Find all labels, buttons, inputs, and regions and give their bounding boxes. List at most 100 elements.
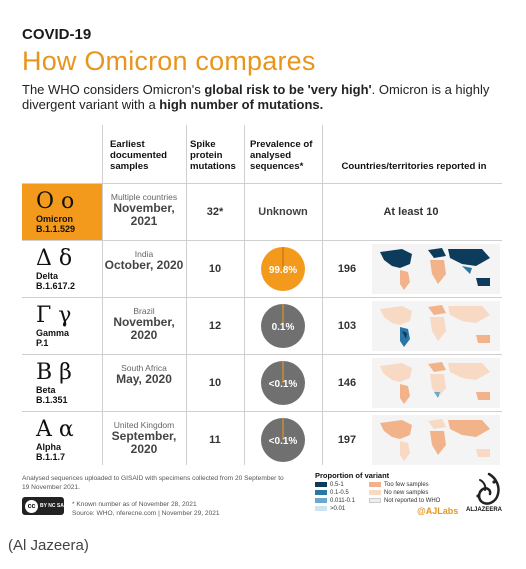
legend-swatch bbox=[369, 498, 381, 503]
legend-label: No new samples bbox=[384, 490, 429, 497]
aljazeera-wordmark: ALJAZEERA bbox=[466, 507, 503, 513]
sample-date: October, 2020 bbox=[104, 258, 184, 272]
variant-name: Gamma bbox=[36, 328, 70, 338]
intro-part2: . Omicron is a highly divergent variant … bbox=[22, 82, 490, 112]
prevalence-cell: 99.8% bbox=[244, 241, 322, 297]
prevalence-label: 99.8% bbox=[269, 265, 297, 276]
countries-count: At least 10 bbox=[383, 206, 439, 218]
page-title: How Omicron compares bbox=[22, 46, 316, 76]
intro-text: The WHO considers Omicron's global risk … bbox=[22, 82, 502, 112]
prevalence-pie: 0.1% bbox=[261, 304, 305, 348]
divider bbox=[22, 183, 502, 184]
legend-swatch bbox=[315, 506, 327, 511]
prevalence-cell: 0.1% bbox=[244, 298, 322, 354]
kicker: COVID-19 bbox=[22, 26, 92, 43]
spike-mutations: 32* bbox=[206, 206, 224, 218]
divider bbox=[22, 354, 502, 355]
legend-item: Too few samples bbox=[369, 482, 429, 490]
divider bbox=[322, 125, 323, 465]
world-map-delta bbox=[372, 244, 500, 294]
divider bbox=[186, 125, 187, 465]
legend-item: 0.011-0.1 bbox=[315, 498, 355, 506]
legend-label: Too few samples bbox=[384, 482, 429, 489]
table-row-beta: Β β Beta B.1.351 South Africa May, 2020 … bbox=[22, 355, 502, 411]
spike-mutations: 10 bbox=[208, 377, 222, 389]
legend-label: 0.011-0.1 bbox=[330, 498, 355, 505]
sample-date: November, 2021 bbox=[113, 201, 175, 228]
col-header-spike: Spike protein mutations bbox=[190, 139, 236, 172]
variant-code: B.1.1.7 bbox=[36, 452, 66, 462]
intro-bold1: global risk to be 'very high' bbox=[204, 82, 372, 97]
legend-swatch bbox=[369, 490, 381, 495]
cc-license-icon: BY NC SA bbox=[40, 503, 64, 509]
ajlabs-handle: @AJLabs bbox=[417, 506, 459, 516]
intro-bold2: high number of mutations. bbox=[159, 97, 324, 112]
origin-country: South Africa bbox=[121, 363, 167, 373]
prevalence-pie: <0.1% bbox=[261, 361, 305, 405]
origin-country: Multiple countries bbox=[110, 192, 178, 202]
divider bbox=[22, 297, 502, 298]
origin-country: United Kingdom bbox=[113, 420, 175, 430]
prevalence-cell: <0.1% bbox=[244, 412, 322, 468]
earliest-sample-cell: Brazil November, 2020 bbox=[102, 298, 186, 354]
world-map-beta bbox=[372, 358, 500, 408]
countries-count: 103 bbox=[337, 320, 357, 332]
sample-date: November, 2020 bbox=[113, 315, 175, 342]
variant-label-cell: Δ δ Delta B.1.617.2 bbox=[22, 241, 102, 297]
variant-name: Beta bbox=[36, 385, 56, 395]
source-text: Source: WHO, nferecne.com | November 29,… bbox=[72, 510, 220, 517]
variant-code: P.1 bbox=[36, 338, 49, 348]
legend-item: 0.1-0.5 bbox=[315, 490, 349, 498]
footnote-known-number: * Known number as of November 28, 2021 bbox=[72, 501, 197, 508]
legend-swatch bbox=[369, 482, 381, 487]
variant-label-cell: Γ γ Gamma P.1 bbox=[22, 298, 102, 354]
prevalence-cell: Unknown bbox=[244, 184, 322, 240]
variant-label-cell: Ο ο Omicron B.1.1.529 bbox=[22, 184, 102, 240]
earliest-sample-cell: United Kingdom September, 2020 bbox=[102, 412, 186, 468]
col-header-countries: Countries/territories reported in bbox=[341, 161, 487, 172]
greek-symbol: Γ γ bbox=[36, 303, 72, 328]
legend-label: 0.5-1 bbox=[330, 482, 344, 489]
legend-item: No new samples bbox=[369, 490, 428, 498]
legend-swatch bbox=[315, 498, 327, 503]
divider bbox=[102, 125, 103, 465]
col-header-earliest: Earliest documented samples bbox=[110, 139, 168, 172]
prevalence-label: <0.1% bbox=[269, 436, 298, 447]
divider bbox=[22, 240, 502, 241]
spike-mutations: 10 bbox=[208, 263, 222, 275]
spike-mutations: 12 bbox=[208, 320, 222, 332]
cc-icon: cc bbox=[25, 499, 38, 513]
prevalence-pie: 99.8% bbox=[261, 247, 305, 291]
sample-date: May, 2020 bbox=[116, 372, 172, 386]
variant-name: Alpha bbox=[36, 442, 62, 452]
legend-swatch bbox=[315, 490, 327, 495]
legend-label: >0.01 bbox=[330, 506, 346, 513]
image-credit: (Al Jazeera) bbox=[8, 537, 89, 554]
greek-symbol: Ο ο bbox=[36, 189, 75, 214]
divider bbox=[22, 411, 502, 412]
prevalence-pie: <0.1% bbox=[261, 418, 305, 462]
table-row-alpha: Α α Alpha B.1.1.7 United Kingdom Septemb… bbox=[22, 412, 502, 468]
aljazeera-logo-icon bbox=[476, 472, 500, 505]
variant-label-cell: Β β Beta B.1.351 bbox=[22, 355, 102, 411]
variant-code: B.1.351 bbox=[36, 395, 68, 405]
table-row-gamma: Γ γ Gamma P.1 Brazil November, 2020 12 0… bbox=[22, 298, 502, 354]
origin-country: India bbox=[134, 249, 154, 259]
spike-mutations: 11 bbox=[209, 434, 221, 446]
divider bbox=[244, 125, 245, 465]
legend-title: Proportion of variant bbox=[315, 471, 390, 480]
table-row-delta: Δ δ Delta B.1.617.2 India October, 2020 … bbox=[22, 241, 502, 297]
legend-item: >0.01 bbox=[315, 506, 345, 514]
prevalence-cell: <0.1% bbox=[244, 355, 322, 411]
col-header-prevalence: Prevalence of analysed sequences* bbox=[250, 139, 313, 172]
intro-part1: The WHO considers Omicron's bbox=[22, 82, 205, 97]
earliest-sample-cell: South Africa May, 2020 bbox=[102, 355, 186, 411]
table-row-omicron: Ο ο Omicron B.1.1.529 Multiple countries… bbox=[22, 184, 502, 240]
prevalence-label: <0.1% bbox=[269, 379, 298, 390]
greek-symbol: Β β bbox=[36, 360, 72, 385]
legend-item: Not reported to WHO bbox=[369, 498, 440, 506]
world-map-alpha bbox=[372, 415, 500, 465]
variant-name: Delta bbox=[36, 271, 59, 281]
earliest-sample-cell: India October, 2020 bbox=[102, 241, 186, 297]
greek-symbol: Α α bbox=[36, 417, 74, 442]
